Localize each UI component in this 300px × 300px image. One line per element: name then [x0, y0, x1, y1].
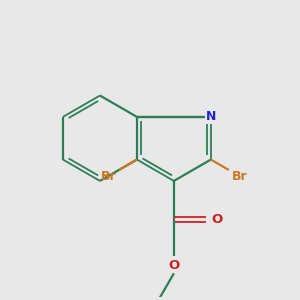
Text: Br: Br: [100, 169, 116, 183]
Text: O: O: [212, 213, 223, 226]
Text: O: O: [168, 259, 179, 272]
Text: N: N: [206, 110, 216, 123]
Text: Br: Br: [232, 169, 247, 183]
